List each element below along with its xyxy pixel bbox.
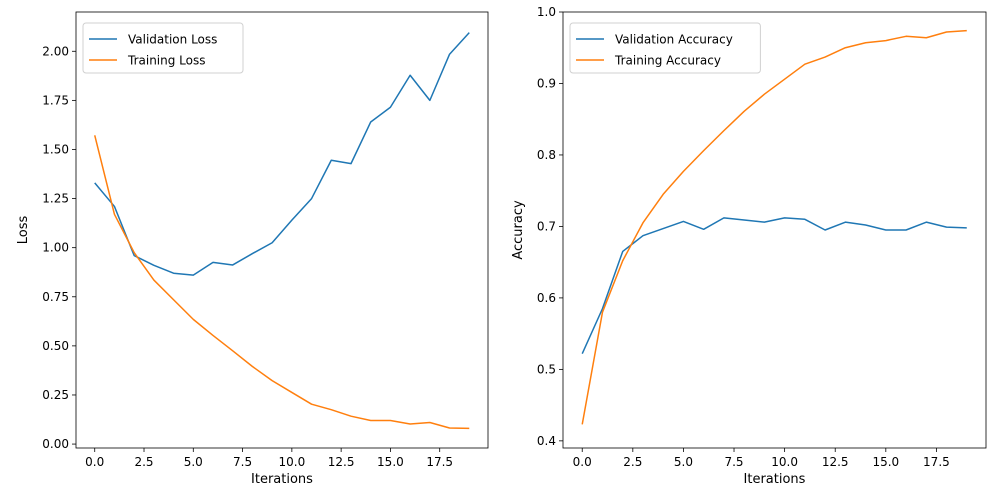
subplot-1: 0.0 2.5 5.0 7.5 10.0 12.5 15.0 17.5 0.00 0.25 0.50… (16, 11, 489, 487)
legend-label: Validation Loss (128, 33, 217, 47)
y-tick-label: 1.75 (42, 93, 69, 107)
y-tick-label: 2.00 (42, 44, 69, 58)
x-tick-label: 17.5 (426, 455, 453, 469)
subplot-2: 0.0 2.5 5.0 7.5 10.0 12.5 15.0 17.5 0.4 0.5 0.6 0.7… (511, 5, 987, 487)
x-tick-label: 15.0 (872, 455, 899, 469)
y-tick-label: 0.7 (537, 219, 556, 233)
x-tick-label: 2.5 (623, 455, 642, 469)
y-tick-label: 1.00 (42, 241, 69, 255)
series-points-2 (95, 135, 470, 428)
series-line-validation-accuracy (581, 217, 967, 354)
y-tick-label: 1.50 (42, 142, 69, 156)
x-tick-label: 2.5 (134, 455, 153, 469)
y-tick-label: 0.5 (537, 362, 556, 376)
x-tick-label: 7.5 (724, 455, 743, 469)
y-tick-label: 0.00 (42, 437, 69, 451)
x-tick-label: 5.0 (674, 455, 693, 469)
y-tick-label: 0.75 (42, 290, 69, 304)
series-line-training-accuracy (581, 29, 967, 425)
x-tick-label: 0.0 (85, 455, 104, 469)
series-line-training-loss (94, 135, 470, 430)
x-tick-label: 15.0 (377, 455, 404, 469)
x-tick-label: 12.5 (822, 455, 849, 469)
legend-label: Training Loss (127, 54, 205, 68)
y-axis-label: Accuracy (511, 200, 526, 260)
y-axis-label: Loss (16, 216, 31, 245)
legend: Validation Accuracy Training Accuracy (569, 22, 761, 74)
x-tick-label: 17.5 (923, 455, 950, 469)
y-tick-label: 0.6 (537, 291, 556, 305)
x-axis-label: Iterations (251, 472, 313, 487)
x-tick-label: 7.5 (233, 455, 252, 469)
y-tick-label: 0.8 (537, 148, 556, 162)
x-tick-label: 10.0 (771, 455, 798, 469)
legend: Validation Loss Training Loss (82, 22, 244, 74)
axes-frame (562, 11, 987, 449)
x-tick-label: 0.0 (573, 455, 592, 469)
y-tick-label: 0.50 (42, 339, 69, 353)
legend-label: Training Accuracy (614, 54, 721, 68)
x-tick-label: 12.5 (328, 455, 355, 469)
axes-frame (75, 11, 489, 449)
legend-box (569, 22, 761, 74)
y-tick-label: 1.25 (42, 192, 69, 206)
legend-label: Validation Accuracy (615, 33, 733, 47)
x-axis-label: Iterations (744, 472, 806, 487)
legend-box (82, 22, 244, 74)
x-tick-label: 5.0 (184, 455, 203, 469)
series-line-validation-loss (94, 32, 470, 276)
x-tick-label: 10.0 (278, 455, 305, 469)
y-tick-label: 0.25 (42, 388, 69, 402)
y-tick-label: 0.9 (537, 76, 556, 90)
y-tick-label: 1.0 (537, 5, 556, 19)
y-tick-label: 0.4 (537, 434, 556, 448)
